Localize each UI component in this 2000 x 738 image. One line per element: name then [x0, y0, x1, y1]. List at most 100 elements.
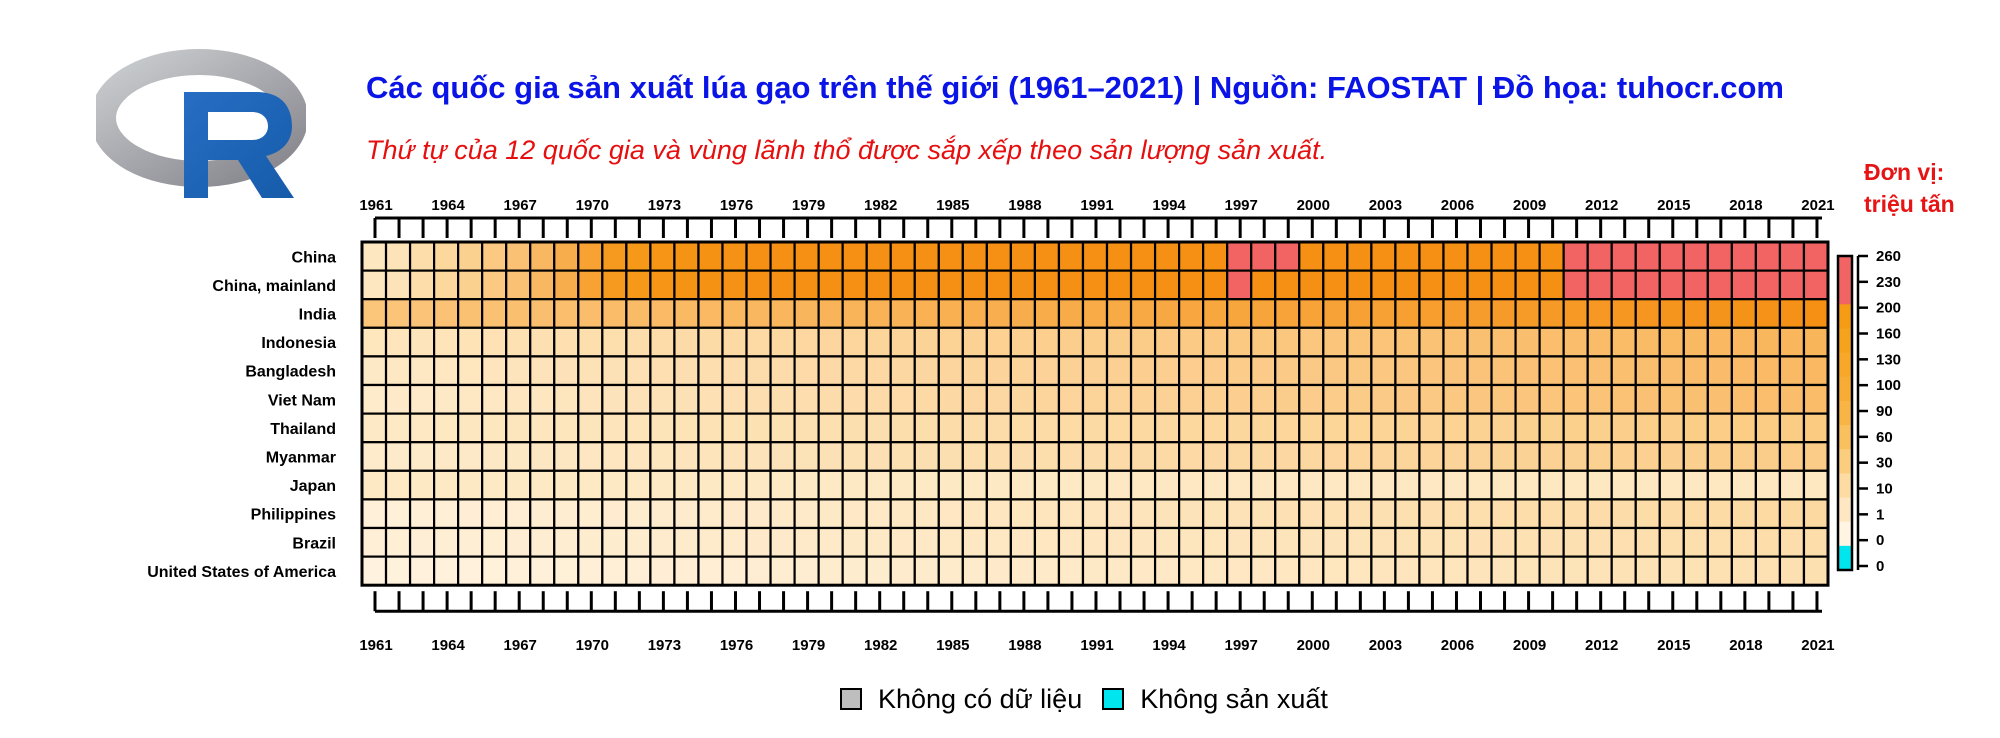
heatmap-cell: [457, 412, 484, 444]
unit-label-line1: Đơn vị:: [1864, 159, 1945, 185]
heatmap-cell: [1105, 441, 1133, 472]
heatmap-cell: [1346, 298, 1373, 329]
heatmap-cell: [1730, 412, 1758, 444]
heatmap-cell: [1778, 555, 1806, 587]
x-tick-label-bottom: 2009: [1513, 637, 1546, 654]
colorbar-border: [1836, 254, 1854, 572]
heatmap-cell: [1610, 441, 1637, 472]
heatmap-cell: [817, 240, 844, 272]
heatmap-cell: [1418, 498, 1445, 530]
heatmap-cell: [1682, 269, 1709, 301]
heatmap-cell: [1562, 383, 1589, 415]
heatmap-cell: [1202, 469, 1229, 501]
heatmap-cell: [1298, 383, 1325, 415]
heatmap-cell: [649, 383, 676, 415]
row-label: China: [292, 249, 337, 266]
heatmap-cell: [1658, 412, 1685, 444]
heatmap-cell: [529, 240, 556, 272]
heatmap-cell: [745, 441, 772, 472]
heatmap-cell: [1250, 298, 1277, 329]
heatmap-cell: [1370, 441, 1397, 472]
heatmap-cell: [1778, 326, 1806, 358]
heatmap-cell: [505, 469, 532, 501]
x-tick-label-top: 2000: [1297, 197, 1330, 214]
heatmap-cell: [841, 441, 868, 472]
legend-label-no-data: Không có dữ liệu: [878, 683, 1083, 714]
heatmap-cell: [673, 412, 700, 444]
heatmap-cell: [961, 383, 988, 415]
heatmap-cell: [457, 441, 484, 472]
heatmap-cell: [1009, 412, 1037, 444]
x-tick-label-top: 1970: [576, 197, 609, 214]
x-tick-label-bottom: 1997: [1225, 637, 1258, 654]
heatmap-cell: [1418, 355, 1445, 387]
heatmap-cell: [841, 326, 868, 358]
heatmap-cell: [1322, 383, 1349, 415]
x-tick-label-top: 2018: [1729, 197, 1762, 214]
heatmap-cell: [1226, 326, 1253, 358]
heatmap-cell: [1442, 555, 1469, 587]
heatmap-cell: [553, 298, 580, 329]
colorbar-segment: [1838, 497, 1852, 523]
heatmap-cell: [1105, 526, 1133, 558]
heatmap-cell: [432, 412, 460, 444]
heatmap-cell: [432, 383, 460, 415]
heatmap-cell: [769, 498, 796, 530]
legend-swatch-no-production: [1102, 688, 1125, 710]
heatmap-cell: [1778, 441, 1806, 472]
heatmap-cell: [865, 326, 892, 358]
colorbar-tick-label: 30: [1876, 455, 1893, 472]
heatmap-cell: [1178, 469, 1205, 501]
heatmap-cell: [1466, 383, 1493, 415]
colorbar-segment: [1838, 280, 1852, 305]
heatmap-cell: [625, 383, 652, 415]
heatmap-cell: [1298, 469, 1325, 501]
heatmap-cell: [1610, 555, 1637, 587]
heatmap-cell: [1394, 326, 1421, 358]
heatmap-cell: [1634, 526, 1661, 558]
heatmap-cell: [769, 240, 796, 272]
heatmap-cell: [1370, 240, 1397, 272]
heatmap-cell: [817, 269, 844, 301]
heatmap-cell: [1033, 383, 1061, 415]
heatmap-cell: [1298, 298, 1325, 329]
heatmap-cell: [601, 469, 628, 501]
heatmap-cell: [1129, 412, 1157, 444]
heatmap-cell: [697, 526, 724, 558]
heatmap-cell: [601, 383, 628, 415]
heatmap-cell: [1706, 240, 1733, 272]
heatmap-cell: [985, 298, 1012, 329]
x-tick-label-bottom: 1967: [504, 637, 537, 654]
heatmap-cell: [1033, 240, 1061, 272]
heatmap-cell: [913, 441, 940, 472]
heatmap-cell: [601, 326, 628, 358]
heatmap-cell: [1322, 326, 1349, 358]
heatmap-cell: [1274, 269, 1301, 301]
heatmap-cell: [985, 269, 1012, 301]
heatmap-cell: [745, 269, 772, 301]
heatmap-cell: [1562, 526, 1589, 558]
heatmap-cell: [1442, 355, 1469, 387]
x-tick-label-top: 2003: [1369, 197, 1402, 214]
heatmap-cell: [1105, 240, 1133, 272]
heatmap-cell: [553, 355, 580, 387]
heatmap-cell: [1634, 269, 1661, 301]
heatmap-cell: [673, 269, 700, 301]
heatmap-cell: [1514, 526, 1541, 558]
heatmap-cell: [673, 555, 700, 587]
heatmap-cell: [1105, 412, 1133, 444]
heatmap-cell: [1538, 412, 1565, 444]
heatmap-cell: [1778, 526, 1806, 558]
heatmap-cell: [577, 498, 604, 530]
heatmap-cell: [865, 441, 892, 472]
heatmap-cell: [1418, 240, 1445, 272]
heatmap-cell: [1346, 526, 1373, 558]
heatmap-cell: [1153, 383, 1181, 415]
heatmap-cell: [745, 355, 772, 387]
heatmap-cell: [481, 298, 508, 329]
heatmap-cell: [1009, 469, 1037, 501]
heatmap-cell: [601, 240, 628, 272]
heatmap-cell: [529, 326, 556, 358]
heatmap-cell: [1394, 355, 1421, 387]
heatmap-cell: [1514, 298, 1541, 329]
